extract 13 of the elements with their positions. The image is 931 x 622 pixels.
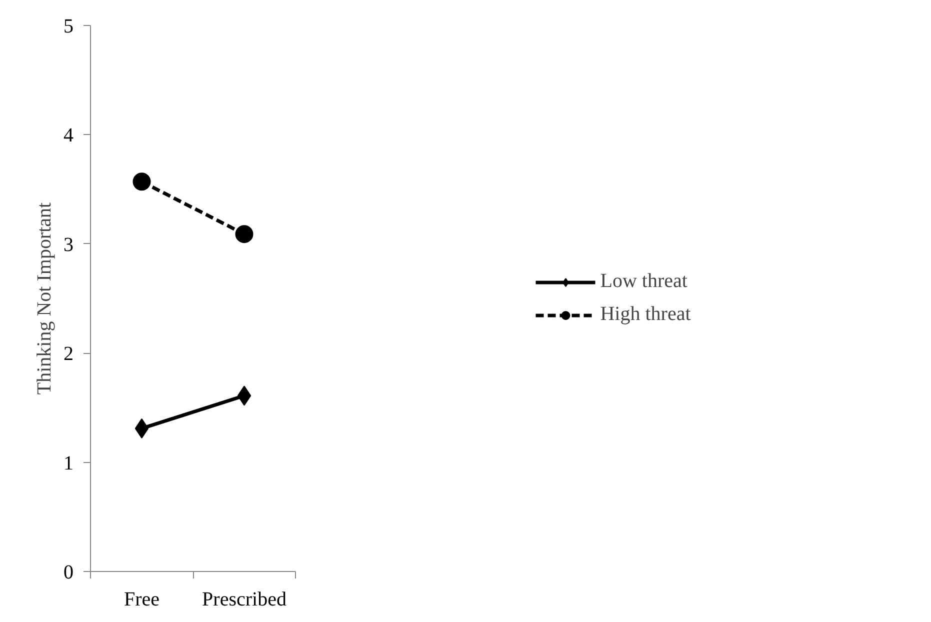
y-axis-title: Thinking Not Important bbox=[34, 202, 56, 395]
y-tick-label: 5 bbox=[64, 16, 74, 38]
legend-label: Low threat bbox=[600, 270, 688, 293]
point bbox=[132, 172, 151, 191]
x-tick-label: Free bbox=[124, 588, 160, 610]
point bbox=[235, 225, 254, 244]
y-tick-label: 2 bbox=[64, 343, 74, 366]
x-tick-label: Prescribed bbox=[202, 588, 286, 610]
y-tick-label: 3 bbox=[64, 234, 74, 256]
legend-label: High threat bbox=[600, 303, 691, 326]
y-tick-label: 0 bbox=[64, 562, 74, 584]
y-tick-label: 4 bbox=[64, 124, 74, 147]
y-tick-label: 1 bbox=[64, 452, 74, 474]
